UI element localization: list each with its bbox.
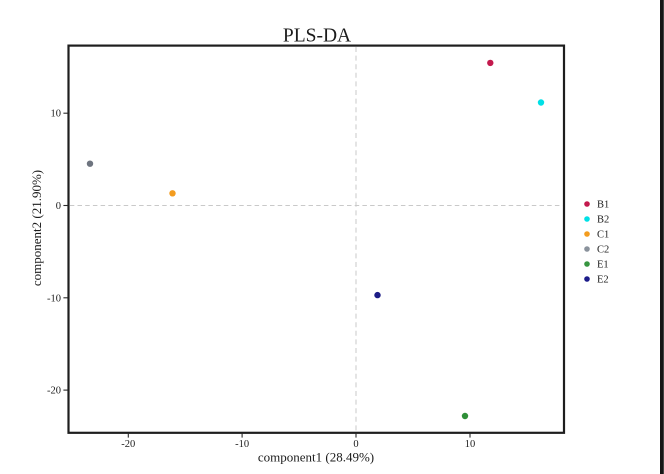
svg-text:C2: C2 (597, 245, 609, 256)
svg-text:-10: -10 (235, 439, 249, 450)
svg-text:B1: B1 (597, 200, 609, 211)
svg-text:10: 10 (51, 109, 62, 120)
svg-text:-20: -20 (47, 386, 61, 397)
svg-text:0: 0 (56, 201, 61, 212)
svg-text:-10: -10 (47, 293, 61, 304)
svg-text:C1: C1 (597, 230, 609, 241)
svg-text:component2 (21.90%): component2 (21.90%) (29, 170, 44, 286)
svg-text:E2: E2 (597, 275, 609, 286)
svg-text:-20: -20 (121, 439, 135, 450)
svg-text:E1: E1 (597, 260, 609, 271)
svg-text:10: 10 (465, 439, 476, 450)
svg-text:B2: B2 (597, 215, 609, 226)
svg-text:0: 0 (353, 439, 358, 450)
svg-text:PLS-DA: PLS-DA (283, 26, 351, 47)
svg-text:component1 (28.49%): component1 (28.49%) (258, 450, 374, 465)
